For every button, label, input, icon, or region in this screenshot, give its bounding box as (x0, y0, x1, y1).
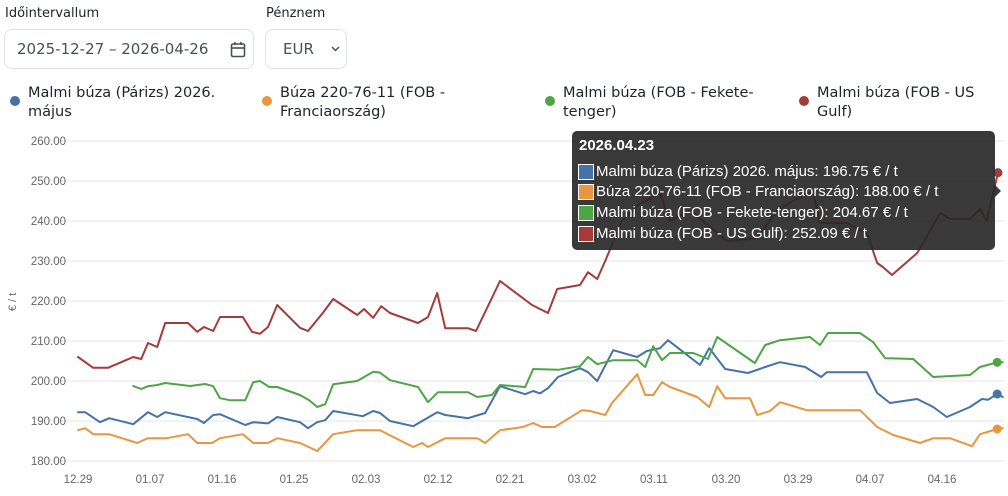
tooltip-row-text: Malmi búza (FOB - US Gulf): 252.09 € / t (596, 225, 867, 242)
x-tick-label: 01.25 (280, 474, 309, 486)
hover-marker-2 (992, 357, 1002, 367)
y-tick-label: 200.00 (31, 376, 66, 388)
legend-label: Búza 220-76-11 (FOB - Franciaország) (280, 85, 446, 120)
date-range-label: Időintervallum (5, 6, 100, 21)
tooltip-row: Búza 220-76-11 (FOB - Franciaország): 18… (578, 183, 938, 200)
hover-marker-3 (993, 168, 1003, 178)
legend-item-france[interactable]: Búza 220-76-11 (FOB - Franciaország) (262, 84, 492, 122)
legend-item-us-gulf[interactable]: Malmi búza (FOB - US Gulf) (799, 84, 979, 122)
legend-item-black-sea[interactable]: Malmi búza (FOB - Fekete-tenger) (545, 84, 775, 122)
series-line-0 (77, 339, 1004, 430)
x-tick-label: 02.21 (496, 474, 525, 486)
y-tick-label: 240.00 (31, 216, 66, 228)
x-tick-label: 01.07 (136, 474, 165, 486)
legend-label: Malmi búza (FOB - US Gulf) (817, 85, 975, 120)
x-tick-label: 03.29 (784, 474, 813, 486)
tooltip-swatch (578, 183, 594, 200)
y-tick-label: 220.00 (31, 296, 66, 308)
legend-dot (10, 96, 20, 106)
calendar-icon (230, 42, 246, 58)
x-tick-label: 02.03 (352, 474, 381, 486)
tooltip-row: Malmi búza (Párizs) 2026. május: 196.75 … (578, 163, 898, 180)
x-tick-label: 12.29 (64, 474, 93, 486)
x-tick-label: 03.20 (712, 474, 741, 486)
y-tick-label: 210.00 (31, 336, 66, 348)
x-tick-label: 04.16 (928, 474, 957, 486)
tooltip-swatch (578, 204, 594, 221)
y-axis-label: € / t (7, 293, 19, 311)
hover-marker-1 (992, 424, 1002, 434)
series-line-1 (77, 373, 1004, 452)
legend-dot (799, 96, 809, 106)
tooltip-title: 2026.04.23 (579, 137, 655, 154)
y-tick-label: 180.00 (31, 456, 66, 468)
x-tick-label: 02.12 (424, 474, 453, 486)
tooltip-row-text: Malmi búza (FOB - Fekete-tenger): 204.67… (596, 204, 908, 221)
tooltip-swatch (578, 163, 594, 180)
x-tick-label: 01.16 (208, 474, 237, 486)
x-tick-label: 03.02 (568, 474, 597, 486)
hover-marker-0 (992, 389, 1002, 399)
x-tick-label: 04.07 (856, 474, 885, 486)
legend-dot (545, 96, 555, 106)
tooltip-swatch (578, 225, 594, 242)
legend-dot (262, 96, 272, 106)
tooltip-row: Malmi búza (FOB - Fekete-tenger): 204.67… (578, 204, 908, 221)
y-tick-label: 230.00 (31, 256, 66, 268)
legend-label: Malmi búza (Párizs) 2026. május (28, 85, 216, 120)
y-tick-label: 190.00 (31, 416, 66, 428)
currency-label: Pénznem (266, 6, 326, 21)
tooltip-row: Malmi búza (FOB - US Gulf): 252.09 € / t (578, 225, 867, 242)
date-range-value: 2025-12-27 – 2026-04-26 (17, 40, 209, 58)
y-tick-label: 260.00 (31, 136, 66, 148)
tooltip-row-text: Malmi búza (Párizs) 2026. május: 196.75 … (596, 163, 898, 180)
currency-value: EUR (283, 40, 314, 58)
chart-tooltip: 2026.04.23 Malmi búza (Párizs) 2026. máj… (572, 131, 1001, 250)
y-tick-label: 250.00 (31, 176, 66, 188)
x-tick-label: 03.11 (640, 474, 668, 486)
date-range-input[interactable]: 2025-12-27 – 2026-04-26 (4, 29, 254, 69)
tooltip-row-text: Búza 220-76-11 (FOB - Franciaország): 18… (596, 183, 939, 200)
legend-label: Malmi búza (FOB - Fekete-tenger) (563, 85, 754, 120)
series-line-2 (132, 332, 1004, 408)
currency-select[interactable]: EUR (265, 29, 347, 69)
chevron-down-icon (331, 46, 340, 52)
legend-item-paris[interactable]: Malmi búza (Párizs) 2026. május (10, 84, 240, 122)
